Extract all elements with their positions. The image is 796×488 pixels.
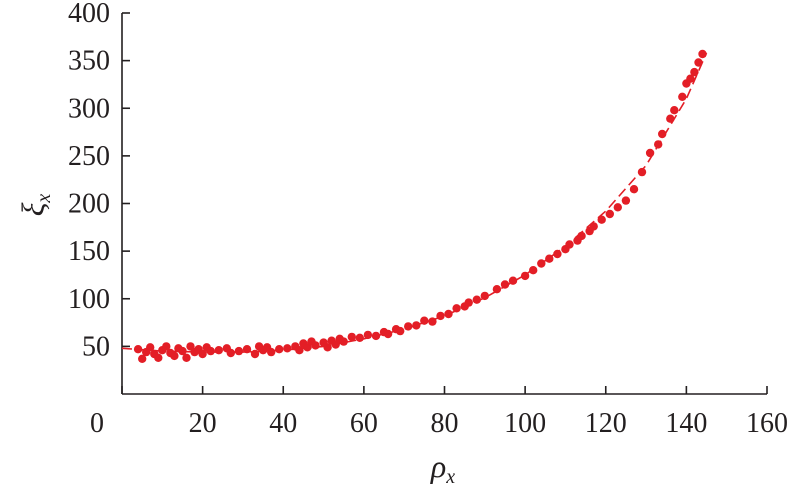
x-tick-label: 60: [350, 408, 378, 439]
data-point: [206, 346, 215, 356]
y-axis-label: ξx: [15, 194, 55, 217]
y-tick-label: 100: [68, 284, 110, 315]
x-axis-label: ρx: [430, 448, 455, 488]
data-point: [178, 346, 187, 356]
data-point: [214, 346, 223, 355]
data-point: [658, 129, 667, 139]
data-point: [412, 321, 421, 330]
data-point: [371, 331, 381, 341]
data-point: [529, 266, 538, 275]
data-point: [355, 333, 364, 342]
y-tick-label: 350: [68, 46, 110, 77]
y-tick-label: 300: [68, 93, 110, 124]
data-point: [500, 280, 510, 289]
data-point: [428, 317, 437, 326]
data-point: [444, 309, 453, 319]
data-point: [645, 148, 655, 158]
data-point: [396, 326, 405, 336]
x-tick-label: 140: [665, 408, 707, 439]
data-point: [597, 215, 606, 224]
data-point: [629, 185, 639, 194]
data-point: [198, 349, 207, 359]
x-tick-label: 160: [746, 408, 788, 439]
data-point: [226, 348, 235, 358]
x-tick-label: 80: [431, 408, 459, 439]
data-point: [420, 316, 429, 325]
data-point: [464, 298, 473, 307]
y-axis-label-symbol: ξ: [15, 202, 51, 216]
data-point: [690, 67, 699, 77]
data-point: [275, 345, 284, 354]
y-axis-label-subscript: x: [33, 194, 55, 204]
data-point: [508, 276, 518, 285]
x-axis-label-symbol: ρ: [430, 448, 446, 484]
data-point: [480, 291, 489, 301]
data-point: [545, 254, 554, 263]
data-point: [133, 345, 143, 354]
data-point: [311, 341, 320, 350]
data-point: [347, 332, 356, 342]
data-point: [339, 337, 348, 346]
x-tick-label: 0: [90, 408, 104, 439]
y-tick-label: 150: [68, 236, 110, 267]
data-point: [182, 353, 191, 362]
data-point: [654, 140, 663, 149]
data-point: [267, 347, 276, 357]
data-point: [694, 58, 703, 67]
data-point: [404, 322, 413, 331]
data-point: [436, 311, 445, 321]
data-point: [605, 209, 614, 219]
data-point: [537, 259, 546, 268]
data-point: [154, 353, 163, 362]
y-tick-label: 400: [68, 0, 110, 29]
data-point: [452, 304, 461, 313]
data-point: [613, 203, 622, 212]
y-tick-label: 250: [68, 141, 110, 172]
x-tick-label: 20: [189, 408, 217, 439]
y-tick-label: 50: [82, 331, 110, 362]
data-point: [283, 344, 292, 353]
y-tick-label: 200: [68, 189, 110, 220]
data-point: [686, 74, 695, 83]
data-point: [234, 346, 244, 356]
data-point: [589, 222, 598, 231]
data-point: [250, 349, 260, 359]
data-point: [553, 249, 562, 259]
x-tick-label: 100: [504, 408, 546, 439]
x-ticks: 0 20 40 60 80 100 120 140 160: [90, 386, 788, 439]
data-point: [383, 329, 393, 339]
data-point: [492, 285, 502, 294]
chart-axes: [121, 13, 767, 395]
data-point: [363, 330, 373, 340]
data-point: [621, 196, 631, 205]
data-point: [520, 271, 530, 281]
data-point: [323, 343, 332, 352]
data-point: [162, 342, 171, 351]
data-point: [577, 231, 586, 241]
data-point: [670, 106, 679, 115]
x-axis-label-subscript: x: [445, 466, 455, 488]
data-point: [678, 92, 687, 102]
data-point: [472, 295, 481, 304]
y-ticks: 50 100 150 200 250 300 350 400: [68, 0, 130, 362]
data-point: [170, 351, 179, 361]
data-points: [133, 49, 707, 363]
x-tick-label: 120: [585, 408, 627, 439]
data-point: [146, 343, 155, 352]
data-point: [242, 345, 252, 354]
data-point: [565, 240, 574, 249]
data-point: [295, 346, 304, 355]
x-tick-label: 40: [269, 408, 297, 439]
data-point: [138, 354, 147, 363]
data-point: [698, 49, 707, 59]
trend-line: [121, 52, 708, 353]
data-point: [637, 167, 647, 177]
data-point: [666, 114, 675, 123]
